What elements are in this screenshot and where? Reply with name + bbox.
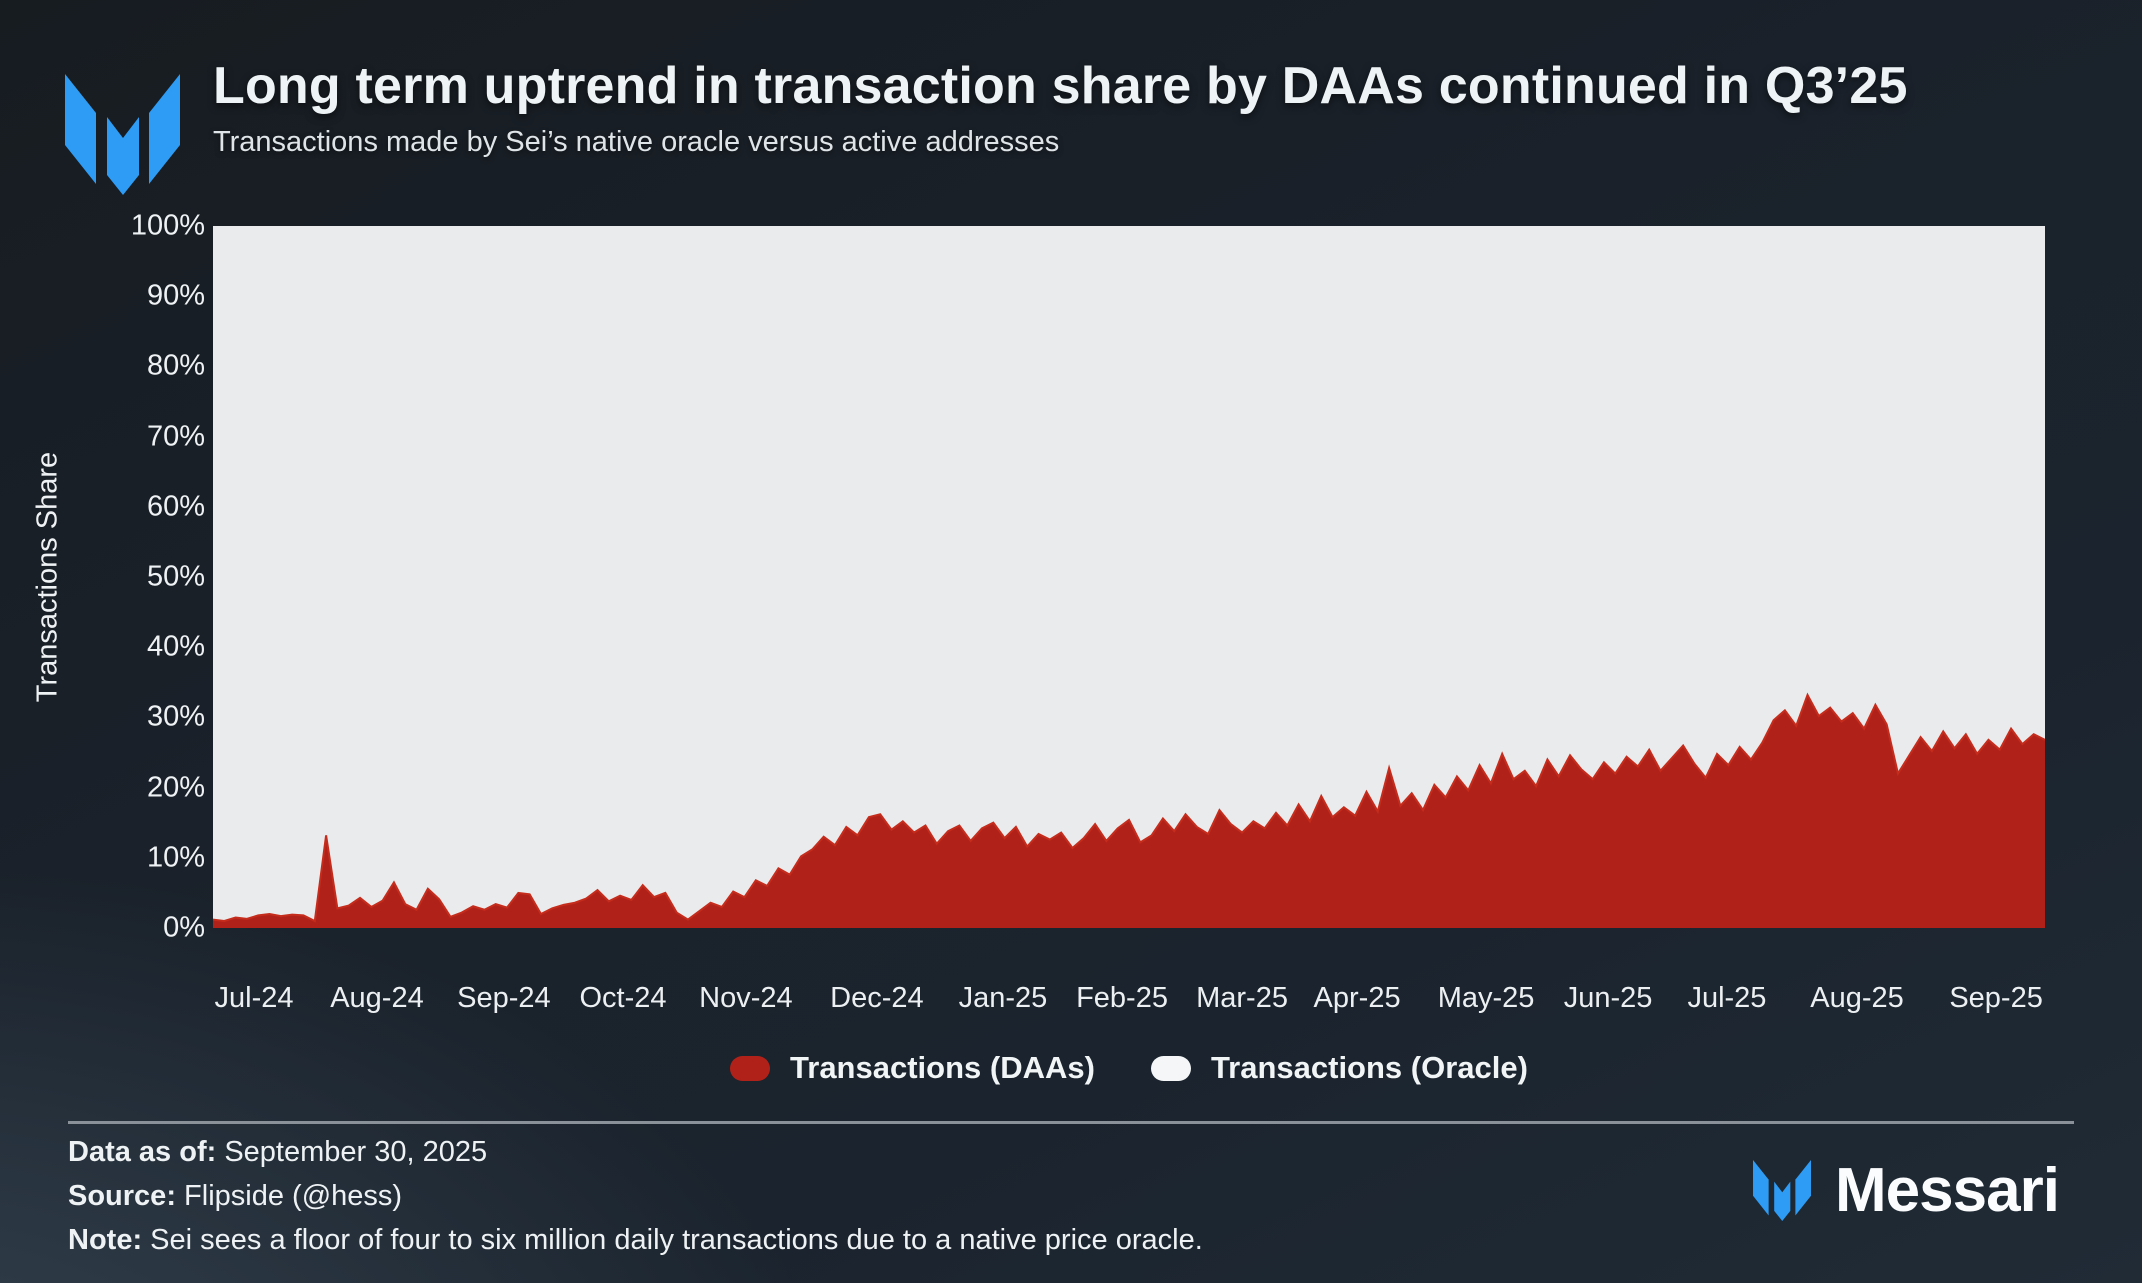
x-tick-label: Feb-25 <box>1076 982 1168 1014</box>
data-as-of-label: Data as of: <box>68 1136 217 1168</box>
y-tick-label: 80% <box>146 349 205 382</box>
footer-divider <box>68 1121 2074 1124</box>
source-label: Source: <box>68 1180 176 1212</box>
y-tick-label: 30% <box>146 700 205 733</box>
messari-wordmark: Messari <box>1835 1156 2060 1225</box>
x-tick-label: Jul-24 <box>214 982 294 1014</box>
chart-plot-area <box>213 226 2045 928</box>
data-as-of-line: Data as of: September 30, 2025 <box>68 1136 487 1169</box>
daas-area-series <box>213 226 2045 928</box>
x-tick-label: Aug-24 <box>330 982 424 1014</box>
messari-brand: Messari <box>1753 1156 2060 1225</box>
note-value: Sei sees a floor of four to six million … <box>150 1224 1203 1256</box>
x-tick-label: Jul-25 <box>1687 982 1767 1014</box>
legend-label-daas: Transactions (DAAs) <box>790 1050 1095 1085</box>
source-value: Flipside (@hess) <box>184 1180 403 1212</box>
note-label: Note: <box>68 1224 143 1256</box>
y-tick-label: 40% <box>146 630 205 663</box>
legend-item-daas: Transactions (DAAs) <box>730 1050 1095 1086</box>
page-subtitle: Transactions made by Sei’s native oracle… <box>213 126 1060 158</box>
source-line: Source: Flipside (@hess) <box>68 1180 402 1213</box>
y-tick-label: 10% <box>146 841 205 874</box>
legend-label-oracle: Transactions (Oracle) <box>1210 1050 1528 1085</box>
x-tick-label: Aug-25 <box>1810 982 1904 1014</box>
x-axis-ticks: Jul-24 Aug-24 Sep-24 Oct-24 Nov-24 Dec-24 Jan-… <box>213 982 2045 1022</box>
messari-logo-icon <box>65 74 180 195</box>
chart-legend: Transactions (DAAs) Transactions (Oracle… <box>213 1046 2045 1090</box>
y-axis-ticks: 0% 10% 20% 30% 40% 50% 60% 70% 80% 90% 100% <box>0 210 205 944</box>
y-tick-label: 100% <box>130 209 205 242</box>
x-tick-label: Apr-25 <box>1313 982 1401 1014</box>
y-tick-label: 20% <box>146 771 205 804</box>
x-tick-label: Mar-25 <box>1196 982 1288 1014</box>
y-tick-label: 0% <box>163 911 205 944</box>
x-tick-label: Dec-24 <box>830 982 924 1014</box>
daas-swatch-icon <box>730 1055 771 1081</box>
y-tick-label: 70% <box>146 420 205 453</box>
x-tick-label: Jun-25 <box>1563 982 1653 1014</box>
note-line: Note: Sei sees a floor of four to six mi… <box>68 1224 1203 1257</box>
x-tick-label: Oct-24 <box>579 982 667 1014</box>
page-title: Long term uptrend in transaction share b… <box>213 57 1908 115</box>
y-tick-label: 90% <box>146 279 205 312</box>
x-tick-label: Sep-25 <box>1949 982 2043 1014</box>
y-tick-label: 50% <box>146 560 205 593</box>
x-tick-label: May-25 <box>1437 982 1535 1014</box>
legend-item-oracle: Transactions (Oracle) <box>1150 1050 1528 1086</box>
x-tick-label: Sep-24 <box>457 982 551 1014</box>
oracle-swatch-icon <box>1150 1055 1191 1081</box>
x-tick-label: Nov-24 <box>699 982 793 1014</box>
messari-logo-small-icon <box>1753 1160 1811 1221</box>
data-as-of-value: September 30, 2025 <box>224 1136 488 1168</box>
x-tick-label: Jan-25 <box>958 982 1048 1014</box>
y-tick-label: 60% <box>146 490 205 523</box>
